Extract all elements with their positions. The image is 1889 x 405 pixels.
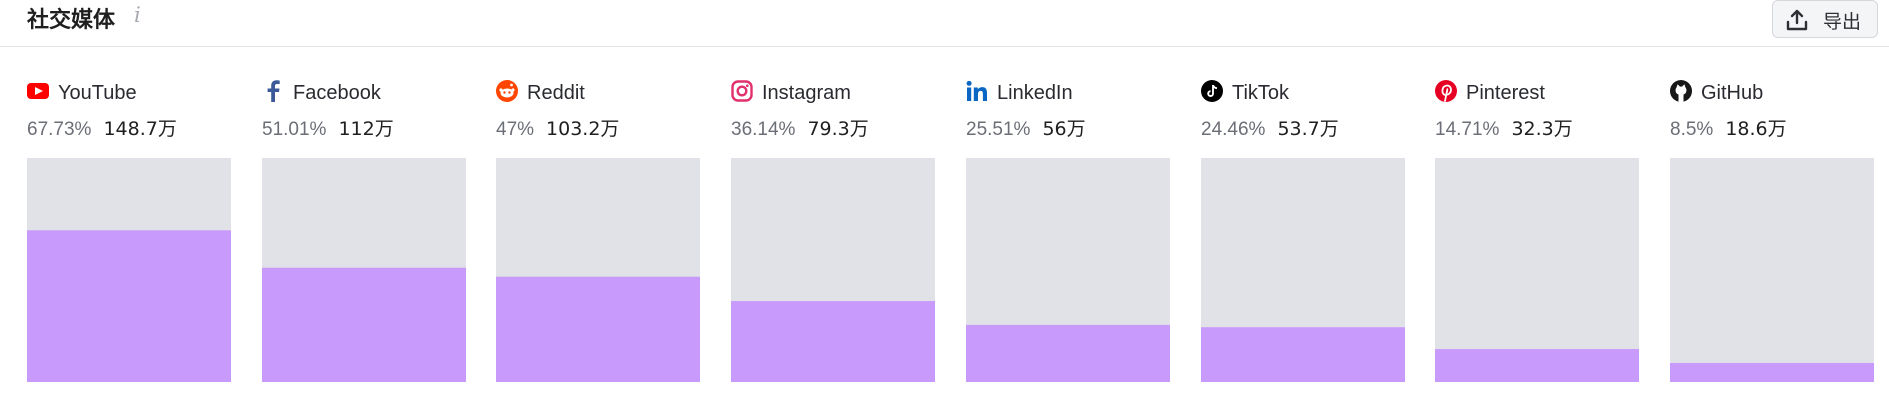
count-label: 18.6万: [1725, 118, 1786, 140]
bar-track: [1670, 158, 1874, 382]
category-label: LinkedIn: [997, 82, 1073, 104]
percent-label: 51.01%: [262, 119, 327, 140]
export-label: 导出: [1823, 11, 1862, 33]
platform-column-reddit[interactable]: Reddit 47% 103.2万: [496, 80, 700, 382]
count-label: 112万: [338, 118, 393, 140]
export-button[interactable]: 导出: [1772, 0, 1878, 38]
percent-label: 14.71%: [1435, 119, 1500, 140]
bar-facebook: [262, 267, 466, 382]
percent-label: 47%: [496, 119, 534, 140]
count-label: 103.2万: [546, 118, 619, 140]
linkedin-icon: [966, 80, 987, 101]
page-title: 社交媒体: [27, 8, 116, 33]
platform-column-facebook[interactable]: Facebook 51.01% 112万: [262, 80, 466, 382]
info-icon[interactable]: i: [134, 3, 141, 27]
category-label: Reddit: [527, 82, 585, 104]
bar-github: [1670, 362, 1874, 382]
tiktok-icon: [1201, 80, 1223, 102]
platform-column-instagram[interactable]: Instagram 36.14% 79.3万: [731, 80, 935, 383]
count-label: 79.3万: [807, 118, 868, 140]
bar-pinterest: [1435, 349, 1639, 382]
bar-track: [1435, 158, 1639, 382]
category-label: Instagram: [762, 82, 851, 104]
bar-tiktok: [1201, 327, 1405, 382]
platform-column-pinterest[interactable]: Pinterest 14.71% 32.3万: [1435, 80, 1639, 382]
count-label: 56万: [1042, 118, 1085, 140]
platform-column-github[interactable]: GitHub 8.5% 18.6万: [1670, 80, 1874, 382]
bar-instagram: [731, 301, 935, 382]
percent-label: 24.46%: [1201, 119, 1266, 140]
count-label: 32.3万: [1511, 118, 1572, 140]
category-label: GitHub: [1701, 82, 1763, 104]
youtube-icon: [27, 83, 49, 99]
bar-reddit: [496, 276, 700, 382]
category-label: Facebook: [293, 82, 382, 104]
upload-icon: [1786, 9, 1808, 31]
instagram-icon: [731, 80, 753, 102]
percent-label: 67.73%: [27, 119, 92, 140]
category-label: YouTube: [58, 82, 137, 104]
github-icon: [1670, 80, 1692, 102]
count-label: 53.7万: [1277, 118, 1338, 140]
platform-column-linkedin[interactable]: LinkedIn 25.51% 56万: [966, 80, 1170, 382]
reddit-icon: [496, 80, 518, 102]
pinterest-icon: [1435, 80, 1457, 102]
percent-label: 8.5%: [1670, 119, 1713, 140]
category-label: TikTok: [1232, 82, 1290, 104]
percent-label: 36.14%: [731, 119, 796, 140]
bar-youtube: [27, 230, 231, 382]
card-header: 社交媒体 i 导出: [0, 0, 1889, 47]
percent-label: 25.51%: [966, 119, 1031, 140]
platform-column-youtube[interactable]: YouTube 67.73% 148.7万: [27, 82, 231, 382]
count-label: 148.7万: [103, 118, 176, 140]
platform-column-tiktok[interactable]: TikTok 24.46% 53.7万: [1201, 80, 1405, 382]
facebook-icon: [267, 80, 280, 102]
bar-linkedin: [966, 324, 1170, 382]
category-label: Pinterest: [1466, 82, 1545, 104]
